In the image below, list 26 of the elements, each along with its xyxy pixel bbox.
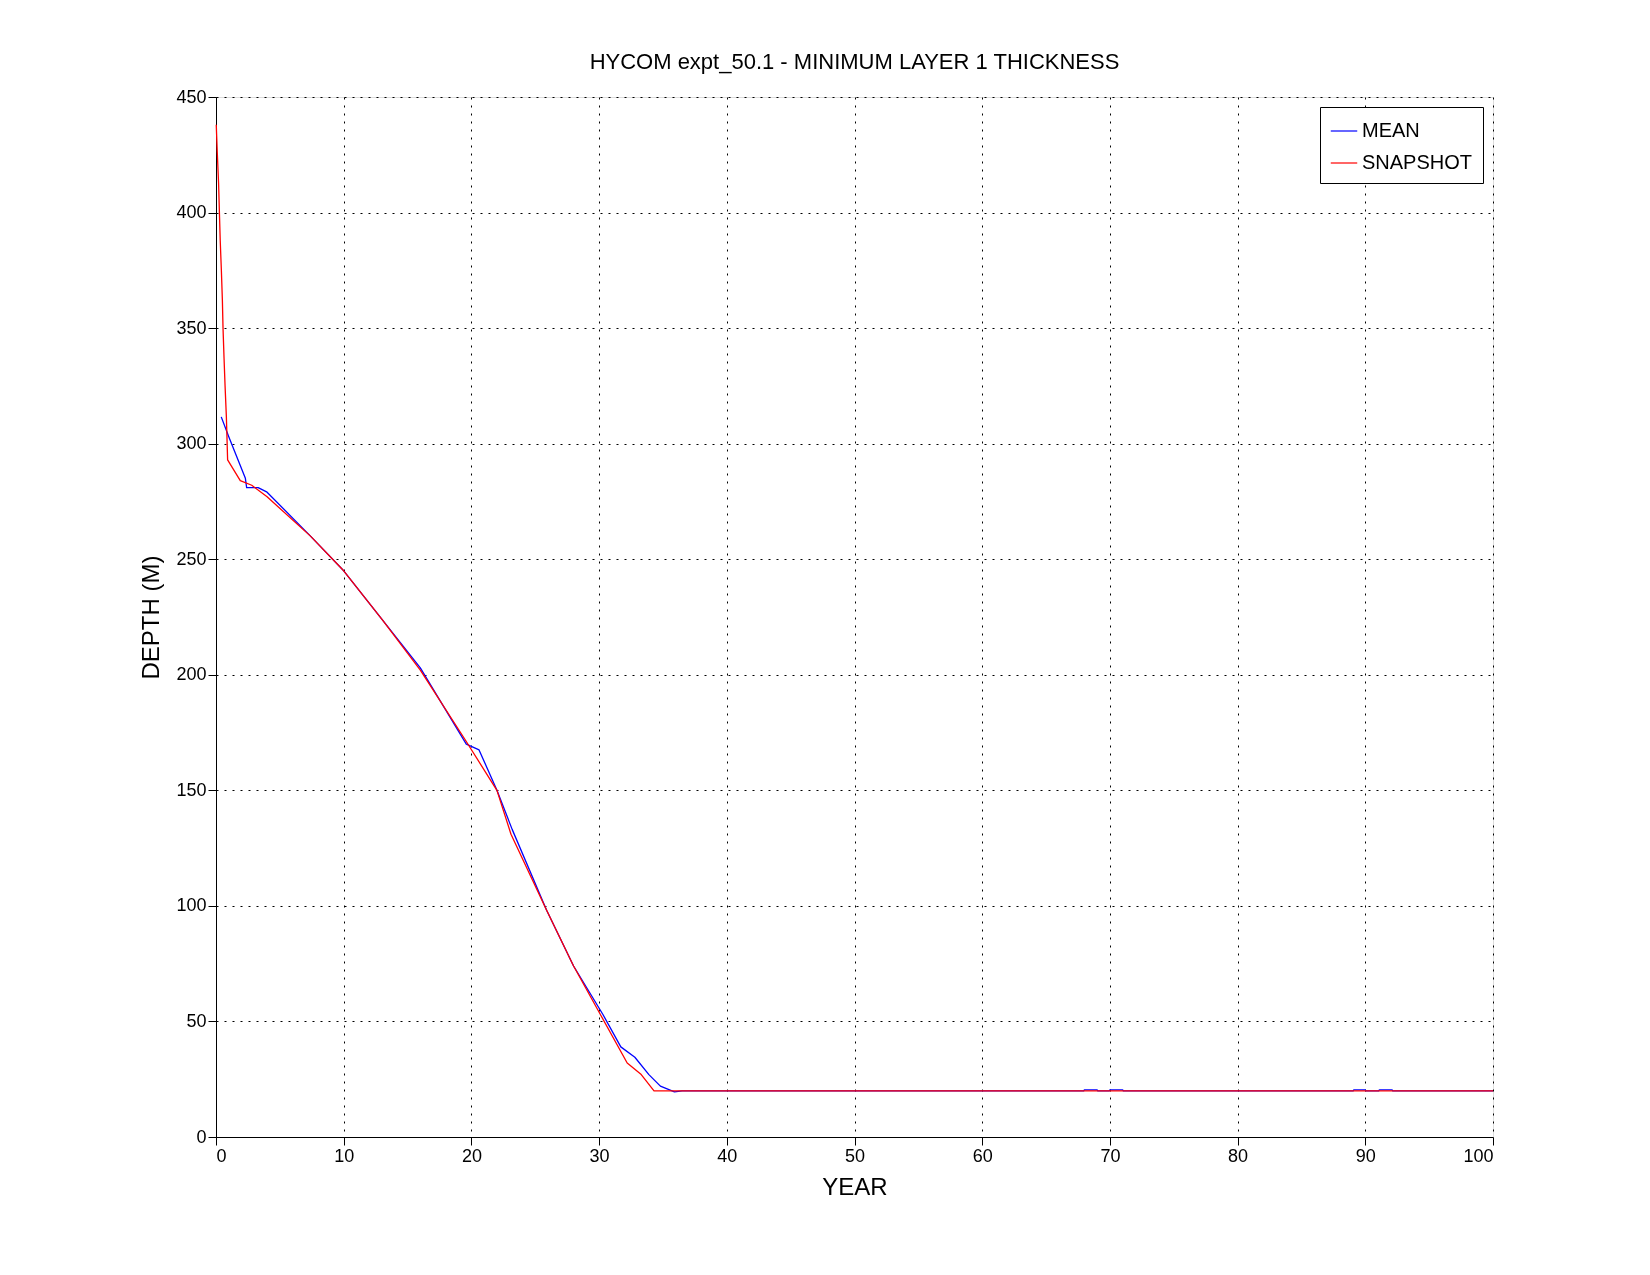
x-tick-label: 10 xyxy=(334,1145,355,1166)
y-tick-label: 450 xyxy=(176,86,207,107)
x-tick-label: 30 xyxy=(589,1145,610,1166)
y-tick-label: 250 xyxy=(176,548,207,569)
x-tick-label: 90 xyxy=(1355,1145,1376,1166)
y-axis-title: DEPTH (M) xyxy=(137,555,165,680)
x-tick-label: 80 xyxy=(1228,1145,1249,1166)
x-tick-label: 70 xyxy=(1100,1145,1121,1166)
x-tick-label: 100 xyxy=(1463,1145,1494,1166)
x-tick-label: 50 xyxy=(844,1145,866,1166)
y-tick-label: 50 xyxy=(186,1010,207,1031)
y-tick-label: 100 xyxy=(176,895,207,916)
y-tick-label: 350 xyxy=(176,317,207,338)
legend-label: SNAPSHOT xyxy=(1362,151,1473,173)
y-tick-label: 400 xyxy=(176,202,207,223)
x-axis-title: YEAR xyxy=(822,1172,888,1200)
y-tick-label: 0 xyxy=(196,1126,207,1147)
y-tick-label: 150 xyxy=(176,779,207,800)
x-tick-label: 60 xyxy=(972,1145,993,1166)
legend-label: MEAN xyxy=(1362,119,1420,141)
x-tick-label: 0 xyxy=(216,1145,227,1166)
x-tick-label: 40 xyxy=(717,1145,738,1166)
y-tick-label: 200 xyxy=(176,664,207,685)
y-tick-label: 300 xyxy=(176,433,207,454)
chart-title: HYCOM expt_50.1 - MINIMUM LAYER 1 THICKNESS xyxy=(589,49,1120,74)
x-tick-label: 20 xyxy=(461,1145,482,1166)
